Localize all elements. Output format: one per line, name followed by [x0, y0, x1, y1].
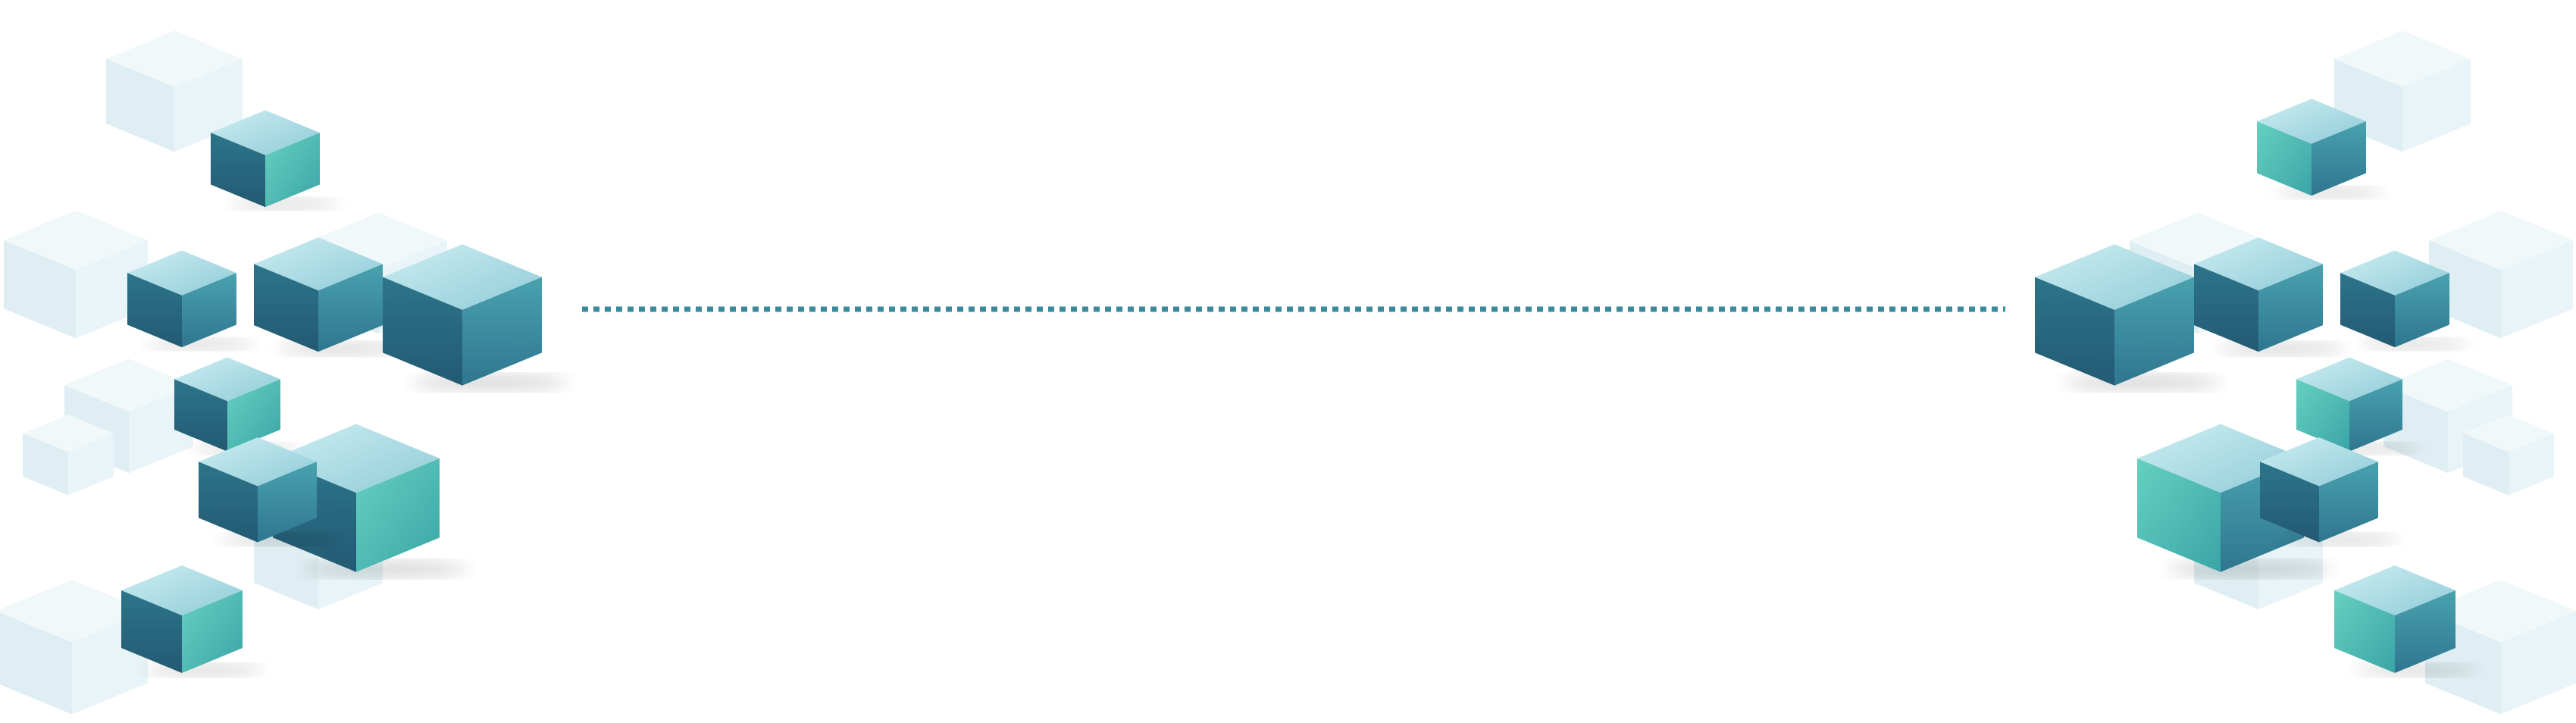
cube — [2334, 565, 2477, 675]
cube — [121, 565, 264, 675]
cube — [2194, 237, 2346, 354]
ghost-cube — [4, 210, 148, 339]
cube — [254, 237, 405, 354]
cube — [211, 110, 340, 208]
cube — [127, 250, 256, 349]
ghost-cube — [2425, 580, 2576, 715]
cube — [2035, 244, 2222, 390]
ghost-cube — [106, 30, 243, 152]
cube — [2340, 250, 2469, 349]
cube — [2260, 437, 2399, 544]
cube — [2257, 99, 2386, 197]
ghost-cube — [23, 415, 114, 496]
cube-cluster-right — [2035, 30, 2576, 715]
ghost-cube — [2463, 415, 2554, 496]
cube — [199, 437, 338, 544]
cube-cluster-left — [0, 30, 570, 715]
cube — [383, 244, 570, 390]
ghost-cube — [0, 580, 148, 715]
ghost-cube — [2429, 210, 2573, 339]
